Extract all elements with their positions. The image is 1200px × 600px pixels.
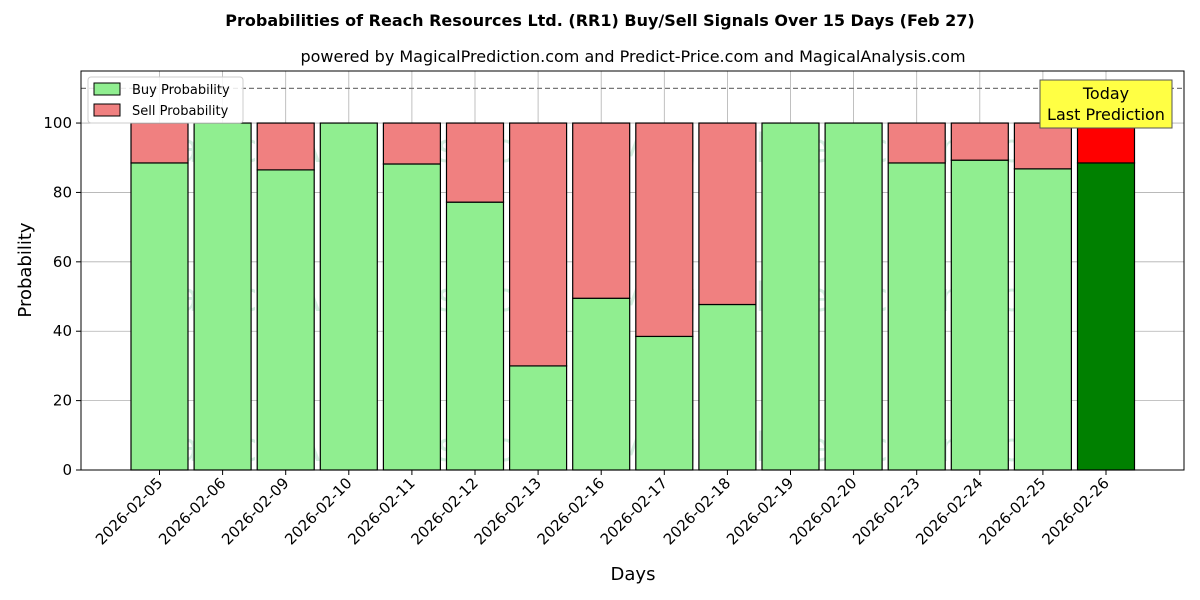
y-tick-label: 40 bbox=[53, 322, 72, 340]
x-tick-label: 2026-02-11 bbox=[344, 474, 418, 548]
legend-label-buy: Buy Probability bbox=[132, 83, 230, 98]
sell-bar bbox=[950, 122, 1009, 161]
buy-bar bbox=[193, 122, 252, 471]
buy-bar bbox=[130, 162, 189, 471]
buy-bar bbox=[319, 122, 378, 471]
sell-bar bbox=[509, 122, 568, 367]
chart-title: Probabilities of Reach Resources Ltd. (R… bbox=[225, 11, 974, 30]
y-tick-label: 80 bbox=[53, 183, 72, 201]
buy-bar bbox=[635, 335, 694, 471]
buy-bar bbox=[572, 297, 631, 471]
legend-swatch-sell bbox=[93, 103, 121, 117]
x-tick-label: 2026-02-19 bbox=[723, 474, 797, 548]
buy-bar bbox=[256, 169, 315, 471]
legend-box bbox=[87, 76, 244, 124]
x-tick-label: 2026-02-17 bbox=[597, 474, 671, 548]
buy-bar bbox=[698, 303, 757, 471]
bars-layer bbox=[130, 122, 1136, 471]
chart-subtitle: powered by MagicalPrediction.com and Pre… bbox=[300, 47, 965, 66]
x-tick-label: 2026-02-26 bbox=[1038, 474, 1112, 548]
annotation-line: Last Prediction bbox=[1047, 105, 1165, 124]
sell-bar bbox=[256, 122, 315, 171]
x-tick-label: 2026-02-12 bbox=[407, 474, 481, 548]
x-tick-label: 2026-02-06 bbox=[155, 474, 229, 548]
sell-bar bbox=[1076, 122, 1136, 164]
buy-bar bbox=[382, 163, 441, 471]
buy-bar bbox=[761, 122, 820, 471]
x-tick-label: 2026-02-20 bbox=[786, 474, 860, 548]
annotation-box bbox=[1039, 79, 1173, 129]
legend-label-sell: Sell Probability bbox=[132, 104, 229, 119]
y-tick-label: 100 bbox=[43, 114, 72, 132]
x-tick-label: 2026-02-10 bbox=[281, 474, 355, 548]
buy-bar bbox=[824, 122, 883, 471]
x-tick-label: 2026-02-05 bbox=[92, 474, 166, 548]
x-axis-label: Days bbox=[611, 564, 656, 585]
y-tick-label: 20 bbox=[53, 392, 72, 410]
x-tick-label: 2026-02-18 bbox=[660, 474, 734, 548]
sell-bar bbox=[130, 122, 189, 164]
x-tick-label: 2026-02-13 bbox=[471, 474, 545, 548]
sell-bar bbox=[1013, 122, 1073, 170]
sell-bar bbox=[445, 122, 505, 203]
x-tick-label: 2026-02-23 bbox=[849, 474, 923, 548]
sell-bar bbox=[572, 122, 631, 299]
buy-bar bbox=[887, 162, 946, 471]
y-tick-label: 60 bbox=[53, 253, 72, 271]
sell-bar bbox=[382, 122, 441, 165]
x-tick-label: 2026-02-16 bbox=[534, 474, 608, 548]
plot-frame bbox=[80, 70, 1185, 471]
legend-swatch-buy bbox=[93, 82, 121, 96]
x-tick-label: 2026-02-25 bbox=[975, 474, 1049, 548]
x-tick-label: 2026-02-09 bbox=[218, 474, 292, 548]
buy-bar bbox=[509, 365, 568, 471]
buy-bar bbox=[1013, 168, 1073, 471]
y-tick-label: 0 bbox=[62, 461, 72, 479]
buy-bar bbox=[445, 201, 505, 471]
legend: Buy Probability Sell Probability bbox=[87, 76, 244, 124]
buy-bar bbox=[950, 159, 1009, 471]
buy-bar bbox=[1076, 162, 1136, 471]
today-annotation: Today Last Prediction bbox=[1039, 79, 1173, 129]
y-axis-label: Probability bbox=[15, 222, 36, 317]
sell-bar bbox=[887, 122, 946, 164]
annotation-line: Today bbox=[1082, 84, 1129, 103]
sell-bar bbox=[698, 122, 757, 306]
x-tick-label: 2026-02-24 bbox=[912, 474, 986, 548]
sell-bar bbox=[635, 122, 694, 338]
